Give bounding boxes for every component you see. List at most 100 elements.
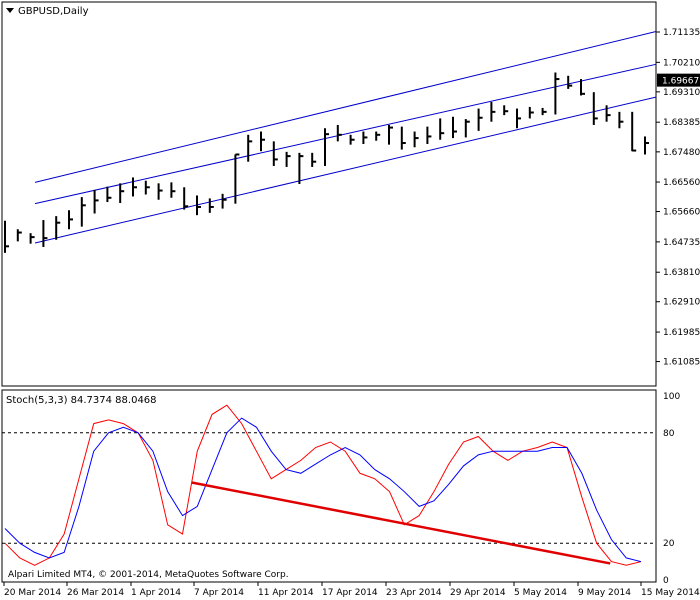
ohlc-bar [490, 102, 496, 122]
ohlc-bar [567, 75, 573, 89]
ohlc-bar [503, 105, 509, 116]
ohlc-bar [221, 193, 227, 209]
time-tick-label: 1 Apr 2014 [131, 588, 181, 598]
ohlc-bar [80, 197, 86, 227]
ohlc-bar [106, 186, 112, 203]
ohlc-bar [144, 180, 150, 195]
channel-line [34, 96, 657, 244]
current-price-label: 1.69667 [662, 77, 699, 87]
ohlc-bar [260, 131, 265, 152]
ohlc-bar [42, 220, 48, 247]
price-tick-label: 1.70210 [663, 58, 700, 68]
ohlc-bar [464, 119, 470, 138]
ohlc-bar [413, 131, 419, 148]
price-tick-label: 1.65660 [663, 208, 700, 218]
ohlc-bar [311, 152, 317, 167]
time-tick-label: 11 Apr 2014 [258, 588, 314, 598]
ohlc-bars [4, 72, 649, 253]
ohlc-bar [516, 108, 521, 129]
ohlc-bar [349, 134, 355, 145]
ohlc-bar [375, 131, 381, 141]
time-tick-label: 9 May 2014 [578, 588, 631, 598]
stochastic-axis: 100 80 20 0 [663, 392, 680, 586]
ohlc-bar [362, 131, 368, 144]
ohlc-bar [528, 106, 534, 119]
time-tick-label: 20 Mar 2014 [4, 588, 61, 598]
stochastic-title: Stoch(5,3,3) 84.7374 88.0468 [6, 395, 157, 406]
ohlc-bar [119, 183, 125, 204]
ohlc-bar [336, 124, 342, 142]
time-axis: 20 Mar 2014 26 Mar 2014 1 Apr 2014 7 Apr 20… [3, 582, 700, 598]
ohlc-bar [234, 153, 240, 204]
price-tick-label: 1.71135 [663, 28, 700, 38]
ohlc-bar [196, 195, 201, 216]
ohlc-bar [272, 141, 278, 166]
price-tick-label: 1.63810 [663, 268, 700, 278]
ohlc-bar [592, 92, 598, 125]
price-tick-label: 1.61985 [663, 328, 700, 338]
price-symbol-header: GBPUSD,Daily [6, 6, 89, 17]
stochastic-levels [2, 432, 656, 544]
price-tick-label: 1.68385 [663, 118, 700, 128]
stoch-signal-line [4, 417, 642, 563]
ohlc-bar [452, 116, 457, 139]
ohlc-bar [324, 128, 329, 166]
time-tick-label: 17 Apr 2014 [322, 588, 378, 598]
stoch-main-line [4, 404, 642, 566]
price-tick-label: 1.62910 [663, 298, 700, 308]
ohlc-bar [631, 111, 637, 152]
regression-channel [34, 31, 657, 244]
ohlc-bar [157, 183, 163, 200]
time-tick-label: 29 Apr 2014 [450, 588, 506, 598]
price-tick-label: 1.66560 [663, 178, 700, 188]
ohlc-bar [68, 210, 73, 230]
dropdown-triangle-icon[interactable] [6, 8, 14, 13]
ohlc-bar [298, 152, 304, 184]
ohlc-bar [388, 124, 393, 145]
ohlc-bar [426, 126, 432, 144]
ohlc-bar [618, 111, 624, 129]
price-tick-label: 1.67480 [663, 148, 700, 158]
stochastic-lines [4, 404, 642, 566]
ohlc-bar [132, 177, 137, 197]
channel-line [34, 63, 657, 205]
price-tick-label: 1.64735 [663, 238, 700, 248]
ohlc-bar [554, 72, 560, 115]
stoch-tick-label: 100 [663, 392, 680, 402]
price-tick-label: 1.69310 [663, 88, 700, 98]
time-tick-label: 7 Apr 2014 [194, 588, 244, 598]
price-axis: 1.71135 1.70210 1.69310 1.68385 1.67480 1.665… [656, 28, 700, 368]
price-panel [1, 1, 657, 387]
ohlc-bar [247, 134, 253, 162]
stoch-tick-label: 80 [663, 429, 675, 439]
channel-line [34, 31, 657, 183]
price-tick-label: 1.61085 [663, 358, 700, 368]
ohlc-bar [170, 182, 176, 198]
ohlc-bar [4, 220, 9, 253]
time-tick-label: 23 Apr 2014 [386, 588, 442, 598]
stoch-tick-label: 20 [663, 539, 675, 549]
ohlc-bar [580, 79, 585, 96]
ohlc-bar [93, 189, 99, 214]
time-tick-label: 15 May 2014 [641, 588, 700, 598]
ohlc-bar [605, 105, 611, 122]
ohlc-bar [16, 229, 22, 242]
ohlc-bar [439, 118, 445, 140]
time-tick-label: 5 May 2014 [514, 588, 567, 598]
time-tick-label: 26 Mar 2014 [67, 588, 124, 598]
divergence-trendline [191, 481, 611, 565]
copyright-text: Alpari Limited MT4, © 2001-2014, MetaQuo… [8, 570, 289, 580]
ohlc-bar [208, 198, 214, 213]
ohlc-bar [400, 126, 406, 150]
current-price-tag: 1.69667 [657, 73, 700, 87]
ohlc-bar [285, 151, 291, 167]
ohlc-bar [541, 107, 547, 116]
symbol-title: GBPUSD,Daily [18, 6, 89, 17]
ohlc-bar [477, 108, 483, 131]
ohlc-bar [55, 216, 61, 240]
ohlc-bar [183, 187, 189, 210]
stoch-tick-label: 0 [663, 576, 669, 586]
ohlc-bar [29, 233, 35, 244]
ohlc-bar [644, 136, 649, 155]
